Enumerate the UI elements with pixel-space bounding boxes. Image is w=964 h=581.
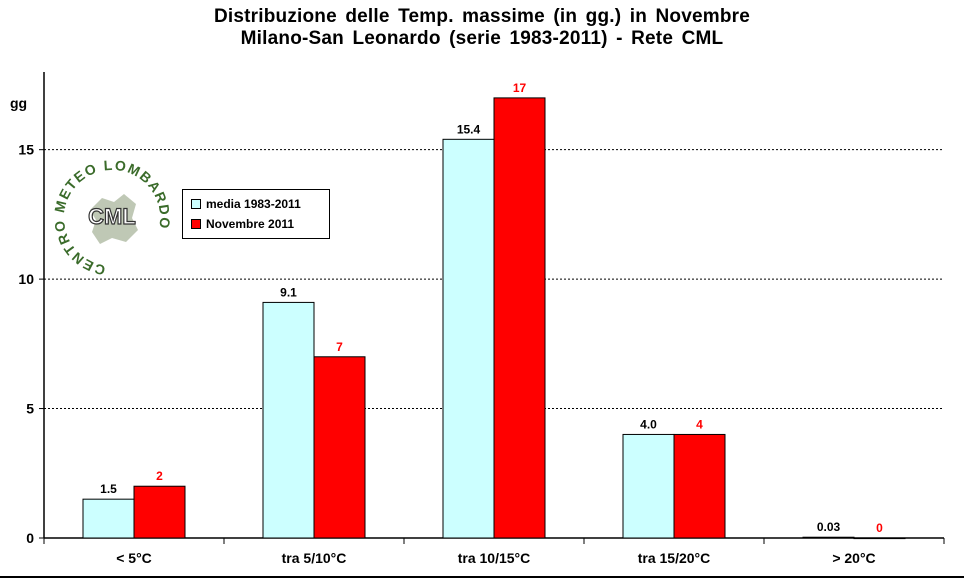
chart-title-block: Distribuzione delle Temp. massime (in gg… [0, 6, 964, 50]
data-label: 2 [156, 469, 163, 483]
data-label: 9.1 [280, 285, 297, 299]
bar [622, 433, 675, 539]
data-label: 15.4 [457, 122, 481, 136]
data-label: 1.5 [100, 482, 117, 496]
x-tick-label: < 5°C [116, 550, 152, 566]
x-tick-label: tra 5/10°C [282, 550, 347, 566]
y-tick-label: 0 [26, 530, 34, 546]
data-label: 0.03 [817, 520, 841, 534]
bar [853, 537, 906, 540]
legend-swatch [191, 199, 201, 209]
data-label: 4 [696, 417, 703, 431]
y-axis-label: gg [10, 95, 27, 111]
data-label: 0 [876, 521, 883, 535]
legend-item: Novembre 2011 [191, 214, 329, 234]
bar [673, 433, 726, 539]
data-label: 7 [336, 340, 343, 354]
legend-item: media 1983-2011 [191, 194, 329, 214]
data-label: 4.0 [640, 417, 657, 431]
logo-text: CML [88, 204, 136, 229]
x-tick-label: > 20°C [832, 550, 875, 566]
bar [82, 498, 135, 539]
bottom-rule [0, 576, 964, 578]
legend: media 1983-2011 Novembre 2011 [182, 189, 330, 239]
legend-label: Novembre 2011 [206, 217, 295, 231]
data-label: 17 [513, 81, 527, 95]
bar [493, 97, 546, 539]
bar [802, 536, 855, 539]
legend-label: media 1983-2011 [206, 197, 301, 211]
y-tick-label: 10 [18, 271, 34, 287]
bar [262, 301, 315, 539]
bar [313, 356, 366, 539]
chart-title: Distribuzione delle Temp. massime (in gg… [213, 6, 751, 27]
y-tick-label: 5 [26, 401, 34, 417]
cml-logo: CENTRO METEO LOMBARDO CML [51, 157, 172, 279]
x-tick-label: tra 15/20°C [638, 550, 711, 566]
bar [133, 485, 186, 539]
legend-swatch [191, 219, 201, 229]
chart-subtitle: Milano-San Leonardo (serie 1983-2011) - … [240, 28, 724, 49]
bar [442, 138, 495, 539]
x-tick-label: tra 10/15°C [458, 550, 531, 566]
y-tick-label: 15 [18, 142, 34, 158]
